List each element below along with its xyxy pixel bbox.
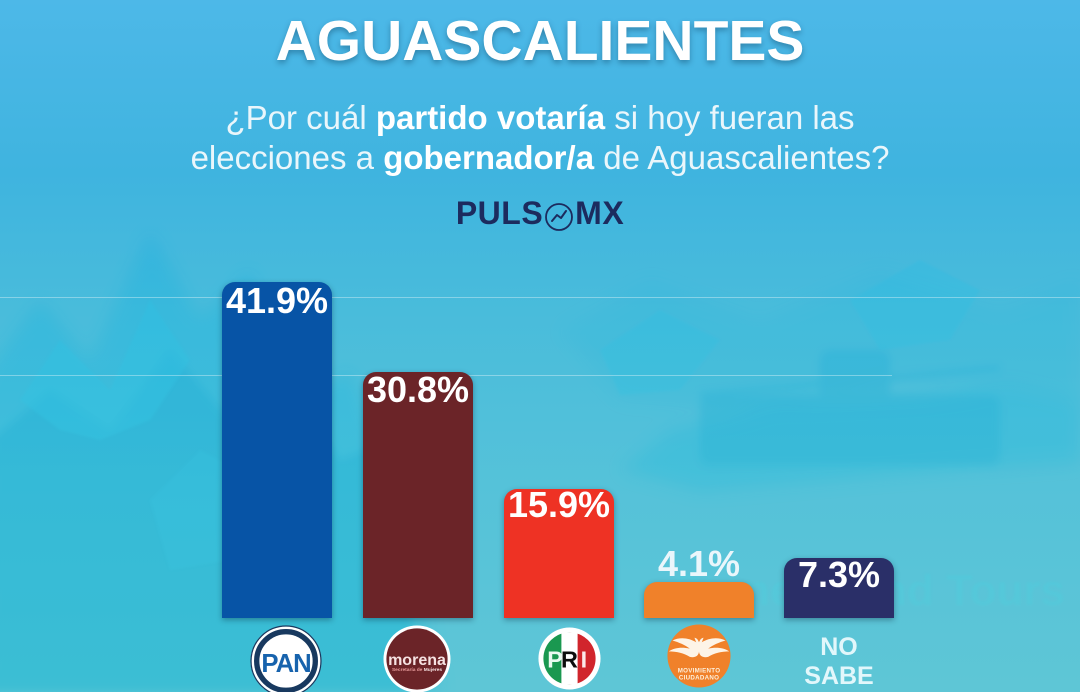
svg-text:I: I <box>580 647 587 673</box>
svg-text:Secretaría de Mujeres: Secretaría de Mujeres <box>392 667 442 673</box>
svg-text:morena: morena <box>388 651 447 669</box>
svg-text:CIUDADANO: CIUDADANO <box>679 674 719 681</box>
svg-text:R: R <box>561 647 578 673</box>
svg-text:PAN: PAN <box>261 650 310 678</box>
svg-text:MOVIMIENTO: MOVIMIENTO <box>678 667 721 674</box>
